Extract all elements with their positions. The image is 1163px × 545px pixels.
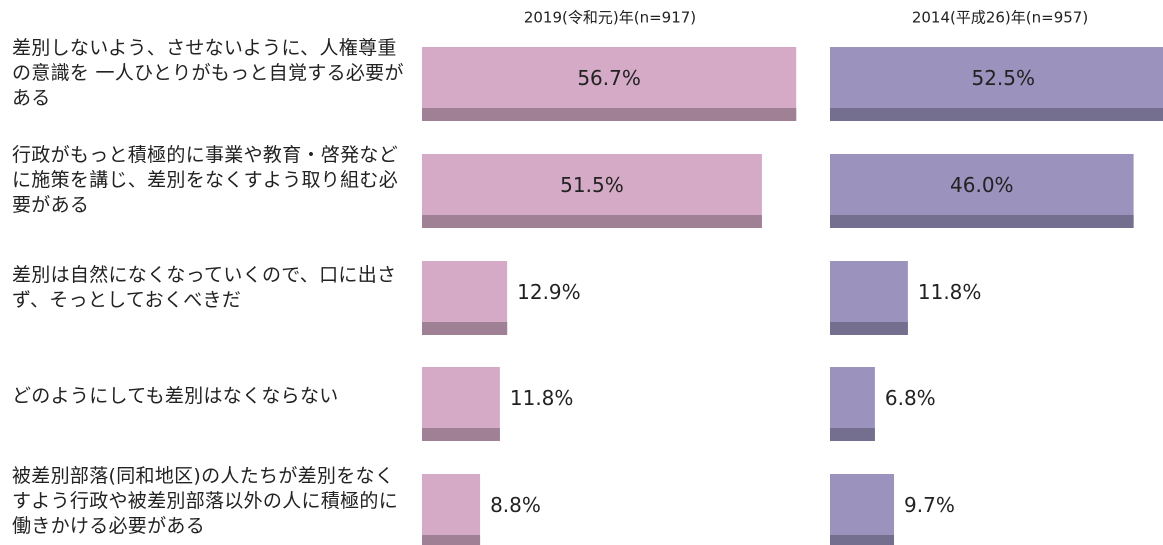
bar-shadow — [830, 108, 1163, 121]
bar-shadow — [830, 428, 875, 441]
value-label: 8.8% — [490, 493, 541, 517]
value-label: 51.5% — [560, 173, 624, 197]
bar-shadow — [422, 535, 481, 545]
category-label: 行政がもっと積極的に事業や教育・啓発などに施策を講じ、差別をなくすよう取り組む必… — [12, 144, 399, 216]
bar-shadow — [422, 215, 762, 228]
value-label: 46.0% — [950, 173, 1014, 197]
bar-shadow — [422, 108, 797, 121]
category-label: 被差別部落(同和地区)の人たちが差別をなくすよう行政や被差別部落以外の人に積極的… — [12, 465, 399, 537]
value-label: 11.8% — [918, 280, 982, 304]
bar — [422, 474, 481, 545]
value-label: 6.8% — [885, 386, 936, 410]
value-label: 56.7% — [577, 66, 641, 90]
category-label: 差別は自然になくなっていくので、口に出さず、そっとしておくべきだ — [12, 264, 397, 311]
category-label: どのようにしても差別はなくならない — [12, 385, 339, 407]
panel-title: 2014(平成26)年(n=957) — [912, 9, 1088, 27]
panel-title: 2019(令和元)年(n=917) — [524, 9, 696, 27]
bar-shadow — [830, 322, 908, 335]
bar-shadow — [422, 322, 508, 335]
bar — [830, 474, 895, 545]
value-label: 11.8% — [510, 386, 574, 410]
category-label: 差別しないよう、させないように、人権尊重の意識を 一人ひとりがもっと自覚する必要… — [12, 37, 404, 109]
bar-shadow — [830, 215, 1134, 228]
value-label: 52.5% — [971, 66, 1035, 90]
bar-shadow — [422, 428, 500, 441]
value-label: 9.7% — [904, 493, 955, 517]
bar-shadow — [830, 535, 895, 545]
value-label: 12.9% — [517, 280, 581, 304]
